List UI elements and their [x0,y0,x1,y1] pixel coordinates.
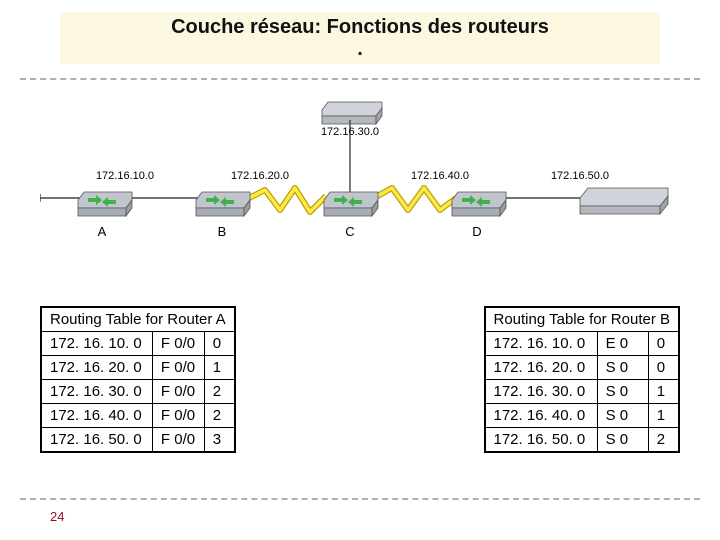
table-b-title: Routing Table for Router B [485,307,680,332]
cell: E 0 [597,332,648,356]
diagram-svg [40,92,680,282]
routing-table-a: Routing Table for Router A 172. 16. 10. … [40,306,236,453]
cell: 172. 16. 50. 0 [41,428,152,453]
net-label-10: 172.16.10.0 [96,170,154,182]
cell: 0 [204,332,234,356]
cell: 2 [648,428,679,453]
device-label-d: D [472,224,481,239]
table-row: 172. 16. 20. 0 F 0/0 1 [41,356,235,380]
routing-table-b: Routing Table for Router B 172. 16. 10. … [484,306,681,453]
table-row: 172. 16. 30. 0 S 0 1 [485,380,680,404]
cell: S 0 [597,428,648,453]
table-row: 172. 16. 20. 0 S 0 0 [485,356,680,380]
cell: 2 [204,380,234,404]
title-line2: . [357,38,363,60]
cell: F 0/0 [152,428,204,453]
cell: 172. 16. 40. 0 [485,404,598,428]
cell: 0 [648,332,679,356]
network-diagram: 172.16.10.0 172.16.20.0 172.16.30.0 172.… [40,92,680,282]
table-row: 172. 16. 30. 0 F 0/0 2 [41,380,235,404]
cell: 172. 16. 20. 0 [41,356,152,380]
slide-title: Couche réseau: Fonctions des routeurs . [60,12,660,64]
cell: S 0 [597,356,648,380]
page-number: 24 [50,509,64,524]
cell: 1 [648,380,679,404]
cell: S 0 [597,380,648,404]
divider-top [20,78,700,80]
cell: 1 [204,356,234,380]
cell: 172. 16. 30. 0 [41,380,152,404]
table-row: 172. 16. 10. 0 F 0/0 0 [41,332,235,356]
cell: 2 [204,404,234,428]
device-label-b: B [218,224,227,239]
cell: 172. 16. 10. 0 [485,332,598,356]
net-label-20: 172.16.20.0 [231,170,289,182]
table-row: 172. 16. 10. 0 E 0 0 [485,332,680,356]
net-label-50: 172.16.50.0 [551,170,609,182]
cell: 0 [648,356,679,380]
cell: F 0/0 [152,332,204,356]
device-label-a: A [98,224,107,239]
net-label-40: 172.16.40.0 [411,170,469,182]
cell: 1 [648,404,679,428]
divider-bottom [20,498,700,500]
cell: 172. 16. 20. 0 [485,356,598,380]
table-row: 172. 16. 50. 0 F 0/0 3 [41,428,235,453]
cell: 172. 16. 10. 0 [41,332,152,356]
net-label-30: 172.16.30.0 [321,126,379,138]
cell: F 0/0 [152,380,204,404]
routing-tables: Routing Table for Router A 172. 16. 10. … [40,306,680,453]
table-a-title: Routing Table for Router A [41,307,235,332]
cell: S 0 [597,404,648,428]
cell: F 0/0 [152,356,204,380]
table-row: 172. 16. 40. 0 S 0 1 [485,404,680,428]
device-label-c: C [345,224,354,239]
cell: 3 [204,428,234,453]
title-line1: Couche réseau: Fonctions des routeurs [171,16,549,38]
cell: 172. 16. 50. 0 [485,428,598,453]
cell: F 0/0 [152,404,204,428]
table-row: 172. 16. 50. 0 S 0 2 [485,428,680,453]
cell: 172. 16. 40. 0 [41,404,152,428]
cell: 172. 16. 30. 0 [485,380,598,404]
table-row: 172. 16. 40. 0 F 0/0 2 [41,404,235,428]
